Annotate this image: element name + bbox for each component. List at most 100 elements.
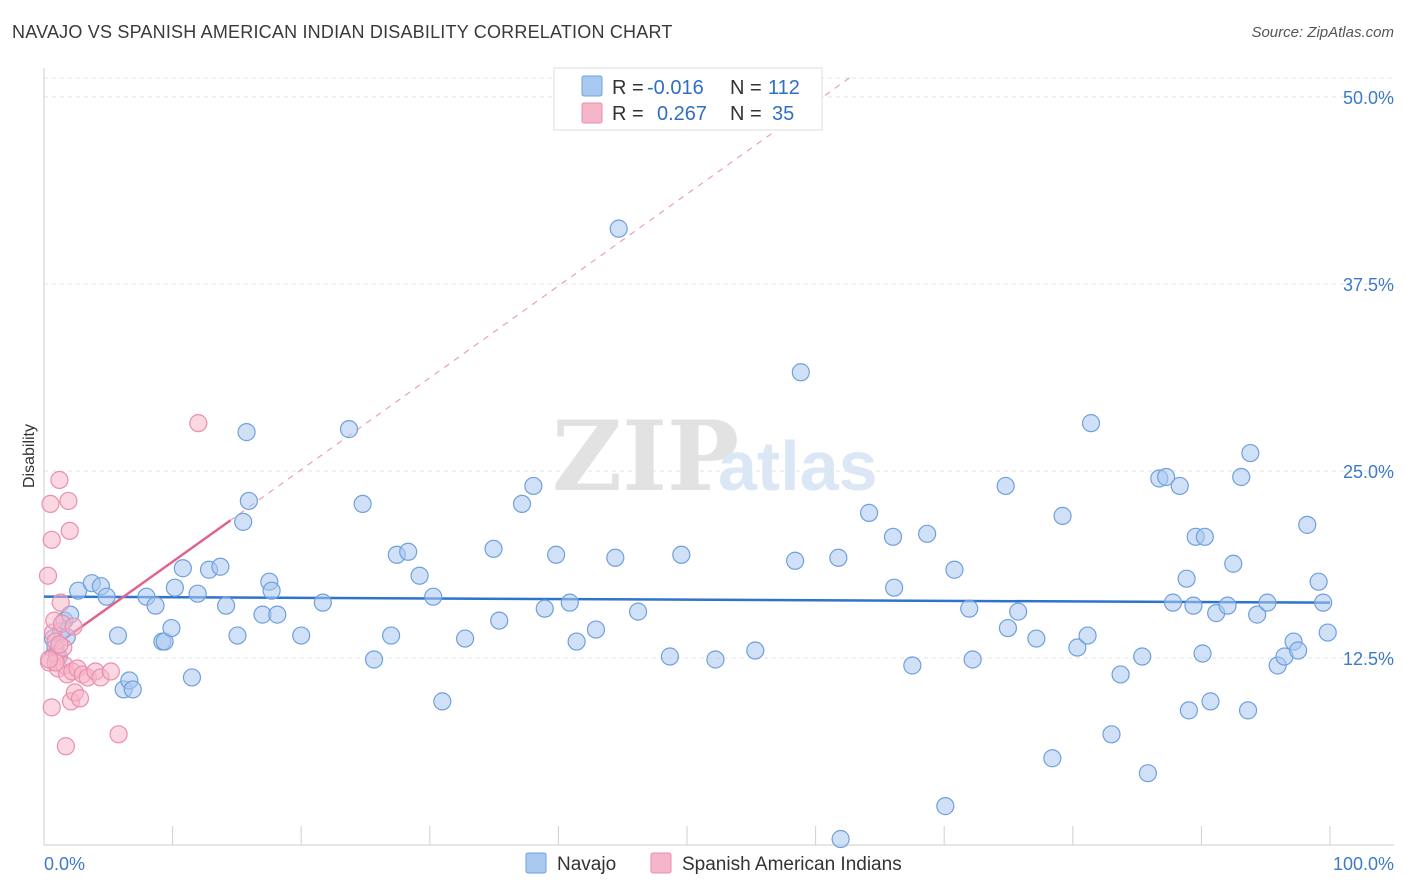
- navajo-point: [829, 548, 848, 567]
- navajo-point: [1170, 476, 1189, 496]
- navajo-point: [239, 491, 258, 511]
- navajo-point: [1248, 605, 1267, 624]
- navajo-point: [786, 551, 805, 570]
- watermark-zip: ZIP: [552, 400, 739, 513]
- x-tick-label-max: 100.0%: [1333, 854, 1394, 874]
- navajo-point: [410, 566, 429, 585]
- navajo-point: [262, 581, 281, 600]
- navajo-point: [1133, 647, 1152, 666]
- bottom-legend-label-spanish: Spanish American Indians: [682, 854, 902, 875]
- navajo-point: [108, 626, 128, 645]
- navajo-point: [859, 503, 879, 522]
- spanish-point: [59, 491, 78, 511]
- spanish-point: [101, 662, 120, 681]
- legend-n-value-navajo: 112: [768, 77, 800, 99]
- navajo-point: [490, 611, 509, 630]
- navajo-point: [399, 542, 418, 561]
- navajo-point: [188, 584, 207, 603]
- spanish-point: [50, 470, 69, 490]
- navajo-point: [1027, 629, 1046, 648]
- navajo-point: [1184, 596, 1203, 615]
- navajo-point: [960, 599, 979, 618]
- legend-swatch-spanish: [581, 102, 603, 124]
- navajo-point: [484, 539, 503, 558]
- navajo-point: [1193, 644, 1212, 663]
- y-tick-label: 25.0%: [1343, 462, 1394, 482]
- navajo-point: [560, 593, 579, 612]
- navajo-point: [1179, 701, 1198, 720]
- navajo-point: [364, 650, 384, 669]
- navajo-point: [791, 363, 810, 382]
- navajo-point: [162, 618, 181, 638]
- navajo-point: [339, 420, 359, 439]
- navajo-point: [746, 641, 765, 660]
- legend-swatch-navajo: [581, 75, 603, 97]
- watermark-atlas: atlas: [718, 427, 878, 505]
- navajo-point: [1163, 593, 1183, 612]
- navajo-point: [165, 578, 184, 597]
- navajo-point: [996, 476, 1015, 496]
- legend-n-label-spanish: N =: [730, 103, 762, 125]
- navajo-point: [97, 587, 116, 606]
- navajo-point: [535, 599, 554, 618]
- spanish-point: [41, 494, 60, 514]
- navajo-point: [1238, 701, 1258, 720]
- spanish-point: [42, 698, 61, 717]
- navajo-point: [455, 629, 475, 648]
- navajo-point: [1068, 638, 1087, 657]
- navajo-point: [1138, 764, 1158, 783]
- navajo-point: [1078, 626, 1097, 645]
- y-tick-label: 12.5%: [1343, 649, 1394, 669]
- navajo-point: [1009, 602, 1028, 621]
- navajo-point: [586, 620, 606, 639]
- navajo-point: [706, 650, 725, 669]
- chart-title: NAVAJO VS SPANISH AMERICAN INDIAN DISABI…: [12, 22, 673, 42]
- navajo-point: [606, 548, 625, 567]
- navajo-point: [1314, 593, 1333, 612]
- navajo-point: [1318, 623, 1337, 642]
- x-tick-label-min: 0.0%: [44, 854, 85, 874]
- source-note: Source: ZipAtlas.com: [1251, 24, 1394, 41]
- axes: [43, 68, 1394, 846]
- navajo-point: [1232, 467, 1251, 487]
- navajo-point: [609, 219, 628, 238]
- navajo-point: [1201, 692, 1220, 711]
- gridlines: [44, 77, 1394, 659]
- spanish-point: [56, 737, 75, 756]
- navajo-point: [831, 829, 850, 849]
- navajo-point: [885, 578, 904, 597]
- navajo-point: [1177, 569, 1196, 588]
- legend-r-label-spanish: R =: [612, 103, 644, 125]
- navajo-point: [228, 626, 247, 645]
- x-ticks: [43, 826, 1331, 845]
- y-tick-label: 37.5%: [1343, 275, 1394, 295]
- legend-r-value-spanish: 0.267: [657, 103, 707, 125]
- spanish-point: [109, 725, 128, 744]
- navajo-point: [1053, 506, 1072, 525]
- navajo-point: [1309, 572, 1328, 591]
- navajo-point: [672, 545, 691, 564]
- navajo-point: [1111, 665, 1130, 684]
- spanish-point: [189, 414, 208, 433]
- navajo-point: [123, 680, 142, 699]
- spanish-point: [51, 593, 70, 612]
- navajo-points: [44, 219, 1337, 849]
- spanish-point: [50, 635, 69, 654]
- navajo-point: [1043, 749, 1062, 768]
- navajo-point: [353, 494, 372, 514]
- legend-r-label-navajo: R =: [612, 77, 644, 99]
- navajo-point: [1102, 725, 1121, 744]
- navajo-point: [998, 618, 1018, 638]
- navajo-point: [424, 587, 443, 606]
- spanish-point: [70, 689, 90, 708]
- navajo-point: [268, 605, 287, 624]
- y-tick-labels: 12.5% 25.0% 37.5% 50.0%: [1343, 88, 1394, 669]
- navajo-point: [382, 626, 401, 645]
- correlation-legend: R = -0.016 N = 112 R = 0.267 N = 35: [553, 67, 823, 131]
- spanish-point: [64, 617, 83, 636]
- navajo-point: [883, 527, 903, 546]
- bottom-legend-swatch-spanish: [650, 852, 672, 874]
- navajo-point: [1218, 596, 1237, 615]
- navajo-point: [1258, 593, 1277, 612]
